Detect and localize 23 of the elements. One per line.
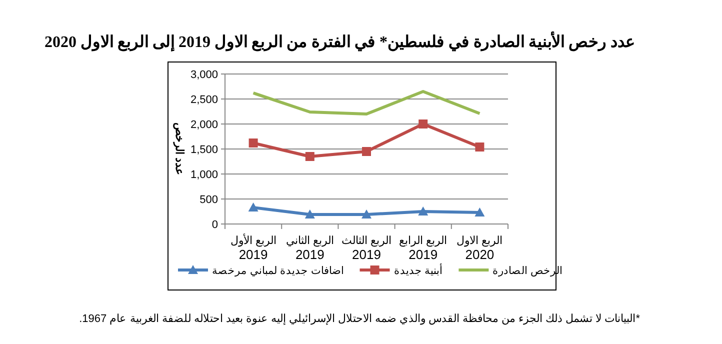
point — [248, 138, 258, 148]
y-tick-label: 2,000 — [190, 119, 218, 131]
point — [418, 206, 428, 216]
y-tick-label: 1,000 — [190, 169, 218, 181]
point — [305, 152, 314, 161]
y-tick-label: 2,500 — [190, 94, 218, 106]
line-series — [252, 90, 482, 116]
chart-title: عدد رخص الأبنية الصادرة في فلسطين* في الفترة من الربع الاول 2019 إلى الربع الاول 2020 — [44, 31, 636, 52]
point — [248, 202, 258, 212]
point — [304, 210, 315, 218]
y-tick-label: 3,000 — [190, 69, 218, 81]
y-tick-label: 1,500 — [190, 144, 218, 156]
text: *البيانات لا تشمل ذلك الجزء من محافظة القدس والذي ضمه الاحتلال الإسرائيلي إليه عنوة بعيد احتلاله للضفة الغربية عام 1967. — [79, 313, 641, 325]
point — [474, 208, 485, 216]
y-tick-label: 500 — [200, 194, 218, 206]
legend-label: اضافات جديدة لمباني مرخصة — [212, 265, 344, 277]
point — [418, 120, 428, 128]
legend-label: أبنية جديدة — [394, 263, 443, 277]
point — [475, 142, 484, 152]
point — [362, 210, 372, 218]
y-tick-label: 0 — [212, 219, 218, 231]
y-axis-title: عدد الرخص — [173, 122, 185, 176]
point — [362, 147, 371, 156]
